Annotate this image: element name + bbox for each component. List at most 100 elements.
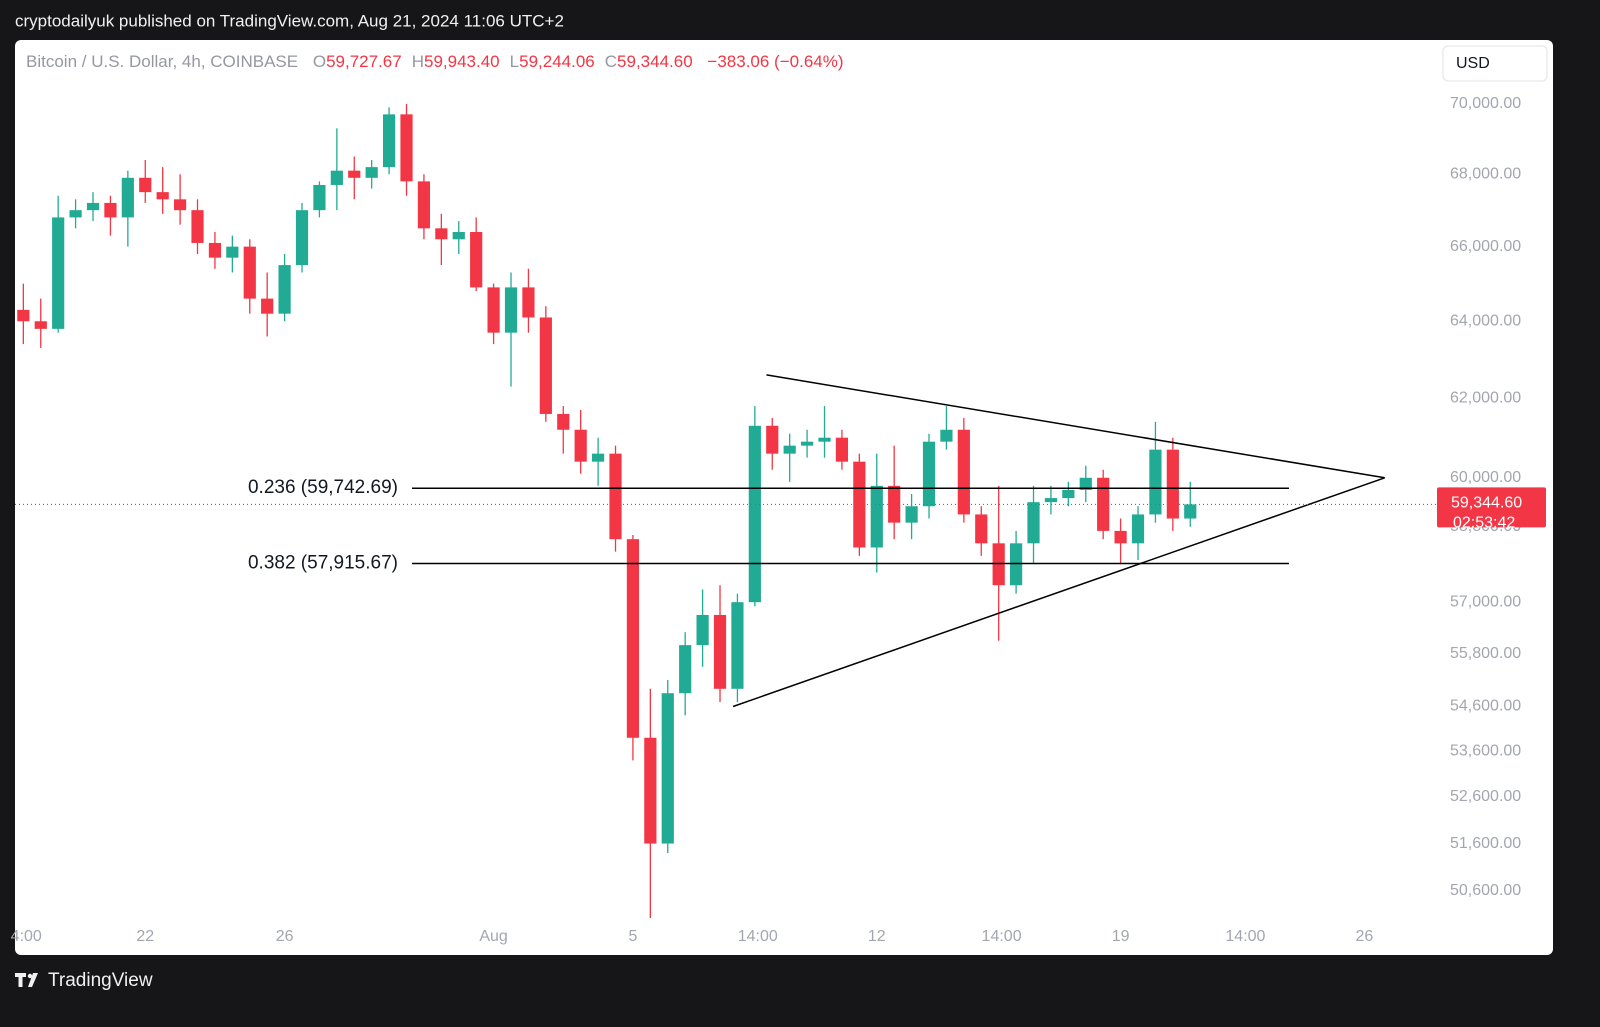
candle-body — [470, 231, 483, 288]
candle-body — [1044, 498, 1058, 503]
ohlc-key: H — [411, 52, 424, 71]
candle-body — [557, 413, 570, 430]
candle-body — [1166, 449, 1179, 519]
trendline — [766, 374, 1385, 479]
y-tick-label: 60,000.00 — [1450, 469, 1521, 486]
candle-body — [69, 210, 82, 218]
countdown: 02:53:42 — [1453, 515, 1515, 532]
candle-body — [1131, 514, 1145, 544]
candle-body — [417, 181, 431, 229]
plot-area — [17, 103, 1385, 918]
candle-body — [226, 246, 239, 258]
ohlc-key: L — [509, 52, 520, 71]
brand-logo — [15, 973, 38, 987]
published-note: cryptodailyuk published on TradingView.c… — [15, 11, 564, 30]
trendline — [732, 477, 1385, 708]
y-tick-label: 51,600.00 — [1450, 835, 1521, 852]
candle-body — [870, 485, 883, 548]
candle-body — [592, 453, 605, 462]
fib-label: 0.236 (59,742.69) — [248, 477, 398, 498]
candle-body — [1114, 530, 1127, 544]
candle-body — [487, 287, 500, 333]
candle-body — [1079, 477, 1092, 490]
ohlc-value: 59,244.06 — [519, 52, 595, 71]
candle-body — [818, 437, 831, 442]
y-tick-label: 66,000.00 — [1450, 238, 1521, 255]
candle-body — [1184, 504, 1197, 519]
x-tick-label: 14:00 — [738, 928, 778, 945]
y-tick-label: 50,600.00 — [1450, 882, 1521, 899]
candle-body — [922, 441, 936, 507]
ohlc-value: 59,344.60 — [617, 52, 693, 71]
last-price-label: 59,344.60 — [1451, 495, 1522, 512]
candle-body — [278, 265, 291, 314]
candle-body — [208, 242, 222, 258]
y-tick-label: 55,800.00 — [1450, 645, 1521, 662]
candle-body — [975, 514, 988, 544]
x-tick-label: 26 — [276, 928, 294, 945]
x-tick-label: 22 — [136, 928, 154, 945]
candle-body — [330, 170, 343, 185]
candle-body — [661, 693, 674, 844]
y-tick-label: 70,000.00 — [1450, 95, 1521, 112]
change: −383.06 (−0.64%) — [707, 52, 844, 71]
last-price-tag — [1437, 487, 1546, 528]
chart-panel — [15, 40, 1553, 955]
symbol-title: Bitcoin / U.S. Dollar, 4h, COINBASE — [26, 52, 299, 71]
candle-body — [383, 114, 396, 168]
candle-body — [522, 287, 535, 318]
candle-body — [731, 602, 744, 689]
candle-body — [940, 429, 953, 442]
fib-label: 0.382 (57,915.67) — [248, 553, 398, 574]
candle-body — [191, 210, 204, 243]
ohlc-key: O — [312, 52, 327, 71]
currency-button[interactable] — [1442, 45, 1548, 82]
candle-body — [626, 539, 640, 738]
candle-body — [34, 321, 47, 329]
x-tick-label: 14:00 — [1225, 928, 1265, 945]
candle-body — [801, 441, 814, 446]
x-tick-label: 12 — [868, 928, 886, 945]
candle-body — [313, 184, 326, 211]
candle-body — [783, 445, 796, 454]
candle-body — [713, 614, 727, 689]
candle-body — [957, 429, 970, 515]
candle-body — [86, 202, 100, 211]
candle-body — [104, 202, 117, 218]
currency-label[interactable]: USD — [1456, 55, 1490, 72]
x-tick-label: 5 — [628, 928, 637, 945]
x-tick-label: 4:00 — [11, 928, 42, 945]
y-tick-label: 68,000.00 — [1450, 165, 1521, 182]
brand-name: TradingView — [48, 970, 153, 991]
candle-body — [888, 485, 901, 523]
candle-body — [574, 429, 587, 462]
candle-body — [539, 317, 552, 414]
candle-body — [17, 309, 30, 322]
candle-body — [696, 614, 709, 646]
candle-body — [452, 231, 465, 240]
ohlc-value: 59,727.67 — [326, 52, 402, 71]
candle-body — [261, 298, 274, 314]
candle-body — [1149, 449, 1162, 515]
candle-body — [156, 192, 169, 200]
candle-body — [173, 199, 187, 211]
candle-body — [1062, 489, 1075, 499]
candle-body — [905, 506, 918, 523]
candle-body — [644, 737, 657, 844]
y-tick-label: 54,600.00 — [1450, 698, 1521, 715]
candle-body — [435, 228, 448, 240]
ohlc-value: 59,943.40 — [424, 52, 500, 71]
candle-body — [835, 437, 849, 462]
legend: Bitcoin / U.S. Dollar, 4h, COINBASE O59,… — [26, 52, 854, 72]
candle-body — [52, 217, 65, 329]
x-tick-label: 14:00 — [982, 928, 1022, 945]
candle-body — [365, 167, 378, 178]
y-tick-label: 62,000.00 — [1450, 389, 1521, 406]
candle-body — [243, 246, 256, 299]
ohlc-values: O59,727.67 H59,943.40 L59,244.06 C59,344.60 — [303, 52, 703, 71]
candle-body — [400, 114, 413, 182]
y-tick-label: 57,000.00 — [1450, 593, 1521, 610]
y-tick-label: 53,600.00 — [1450, 743, 1521, 760]
candle-body — [609, 453, 622, 540]
